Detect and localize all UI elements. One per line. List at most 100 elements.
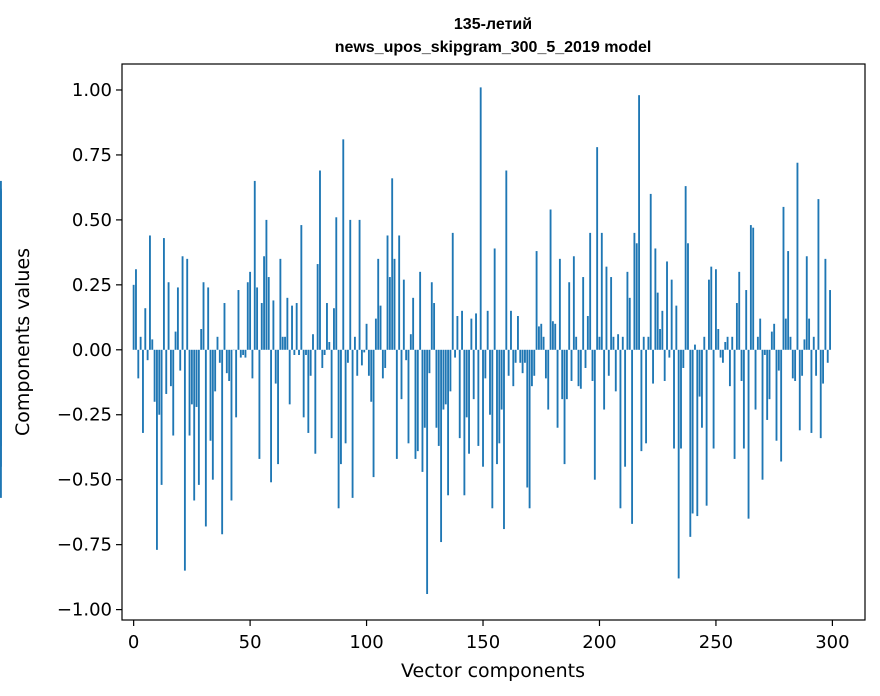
bar [547, 349, 550, 410]
bar [235, 349, 238, 418]
bar [423, 349, 426, 428]
bar [528, 349, 531, 509]
x-tick-label: 150 [466, 632, 500, 653]
bar [253, 180, 256, 350]
bar [277, 349, 279, 465]
bar [451, 232, 454, 350]
bar [381, 349, 384, 379]
bar [156, 349, 158, 550]
x-tick-label: 0 [128, 632, 139, 653]
bar [468, 349, 470, 454]
bar [207, 287, 210, 350]
bar [712, 349, 715, 449]
bar [701, 349, 703, 428]
bar [435, 349, 438, 428]
bars-group [0, 87, 831, 595]
bar [624, 349, 627, 467]
bar [808, 318, 811, 350]
bar [349, 219, 352, 350]
bar [428, 349, 431, 374]
bar [186, 258, 189, 350]
bar [183, 349, 186, 571]
bar [475, 313, 477, 350]
bar [535, 251, 538, 350]
bar [363, 349, 366, 353]
bar [386, 235, 389, 350]
bar [512, 349, 515, 387]
bar [777, 349, 780, 371]
bar [237, 290, 240, 350]
bar [586, 316, 589, 350]
bar [631, 349, 634, 524]
y-tick-label: 0.75 [72, 145, 112, 166]
bar [307, 349, 310, 433]
bar [763, 349, 766, 355]
bar [372, 349, 375, 478]
bar [815, 349, 818, 376]
bar [584, 349, 587, 368]
bar [135, 269, 137, 350]
bar [626, 271, 629, 350]
y-tick-label: 1.00 [72, 80, 112, 101]
bar [500, 349, 503, 410]
bar [724, 342, 727, 350]
bar [708, 279, 710, 350]
bar [593, 349, 596, 480]
bar [524, 349, 526, 363]
bar [677, 349, 680, 579]
bar [489, 349, 491, 415]
bar [279, 258, 282, 350]
bar [477, 349, 480, 446]
bar [370, 349, 373, 402]
bar [335, 217, 338, 350]
bar [407, 349, 410, 444]
bar [794, 349, 797, 381]
bar [684, 186, 687, 350]
bar [784, 318, 787, 350]
bar [759, 318, 762, 350]
bar [416, 349, 419, 452]
bar [153, 349, 156, 402]
bar [766, 349, 769, 420]
bar [412, 297, 415, 350]
bar [551, 321, 554, 350]
bar [323, 349, 326, 355]
bar [351, 349, 354, 498]
bar [768, 349, 771, 400]
bar [379, 305, 382, 350]
bar [132, 284, 135, 350]
bar [167, 282, 170, 350]
bar [721, 349, 724, 363]
bar [209, 349, 212, 441]
bar [137, 349, 140, 379]
bar [670, 279, 673, 350]
y-tick-label: 0.25 [72, 275, 112, 296]
bar [647, 336, 650, 350]
bar [673, 349, 675, 449]
bar [169, 349, 172, 387]
bar [251, 349, 254, 379]
bar [635, 243, 638, 350]
bar [675, 305, 678, 350]
bar [829, 290, 831, 350]
bar [188, 349, 191, 436]
bar [0, 349, 2, 467]
bar [503, 349, 505, 530]
bar [305, 349, 307, 355]
bar [819, 349, 822, 439]
bar [309, 349, 312, 376]
bar [663, 349, 666, 381]
bar [577, 349, 580, 387]
bar [414, 349, 417, 459]
bar [605, 266, 608, 350]
bar [160, 349, 163, 485]
bar [433, 303, 436, 350]
bar [621, 336, 624, 350]
bar [139, 336, 142, 350]
bar [521, 349, 524, 374]
bar [430, 282, 433, 350]
bar [225, 349, 228, 374]
bar [733, 349, 736, 459]
bar [402, 279, 405, 350]
bar [293, 349, 296, 355]
